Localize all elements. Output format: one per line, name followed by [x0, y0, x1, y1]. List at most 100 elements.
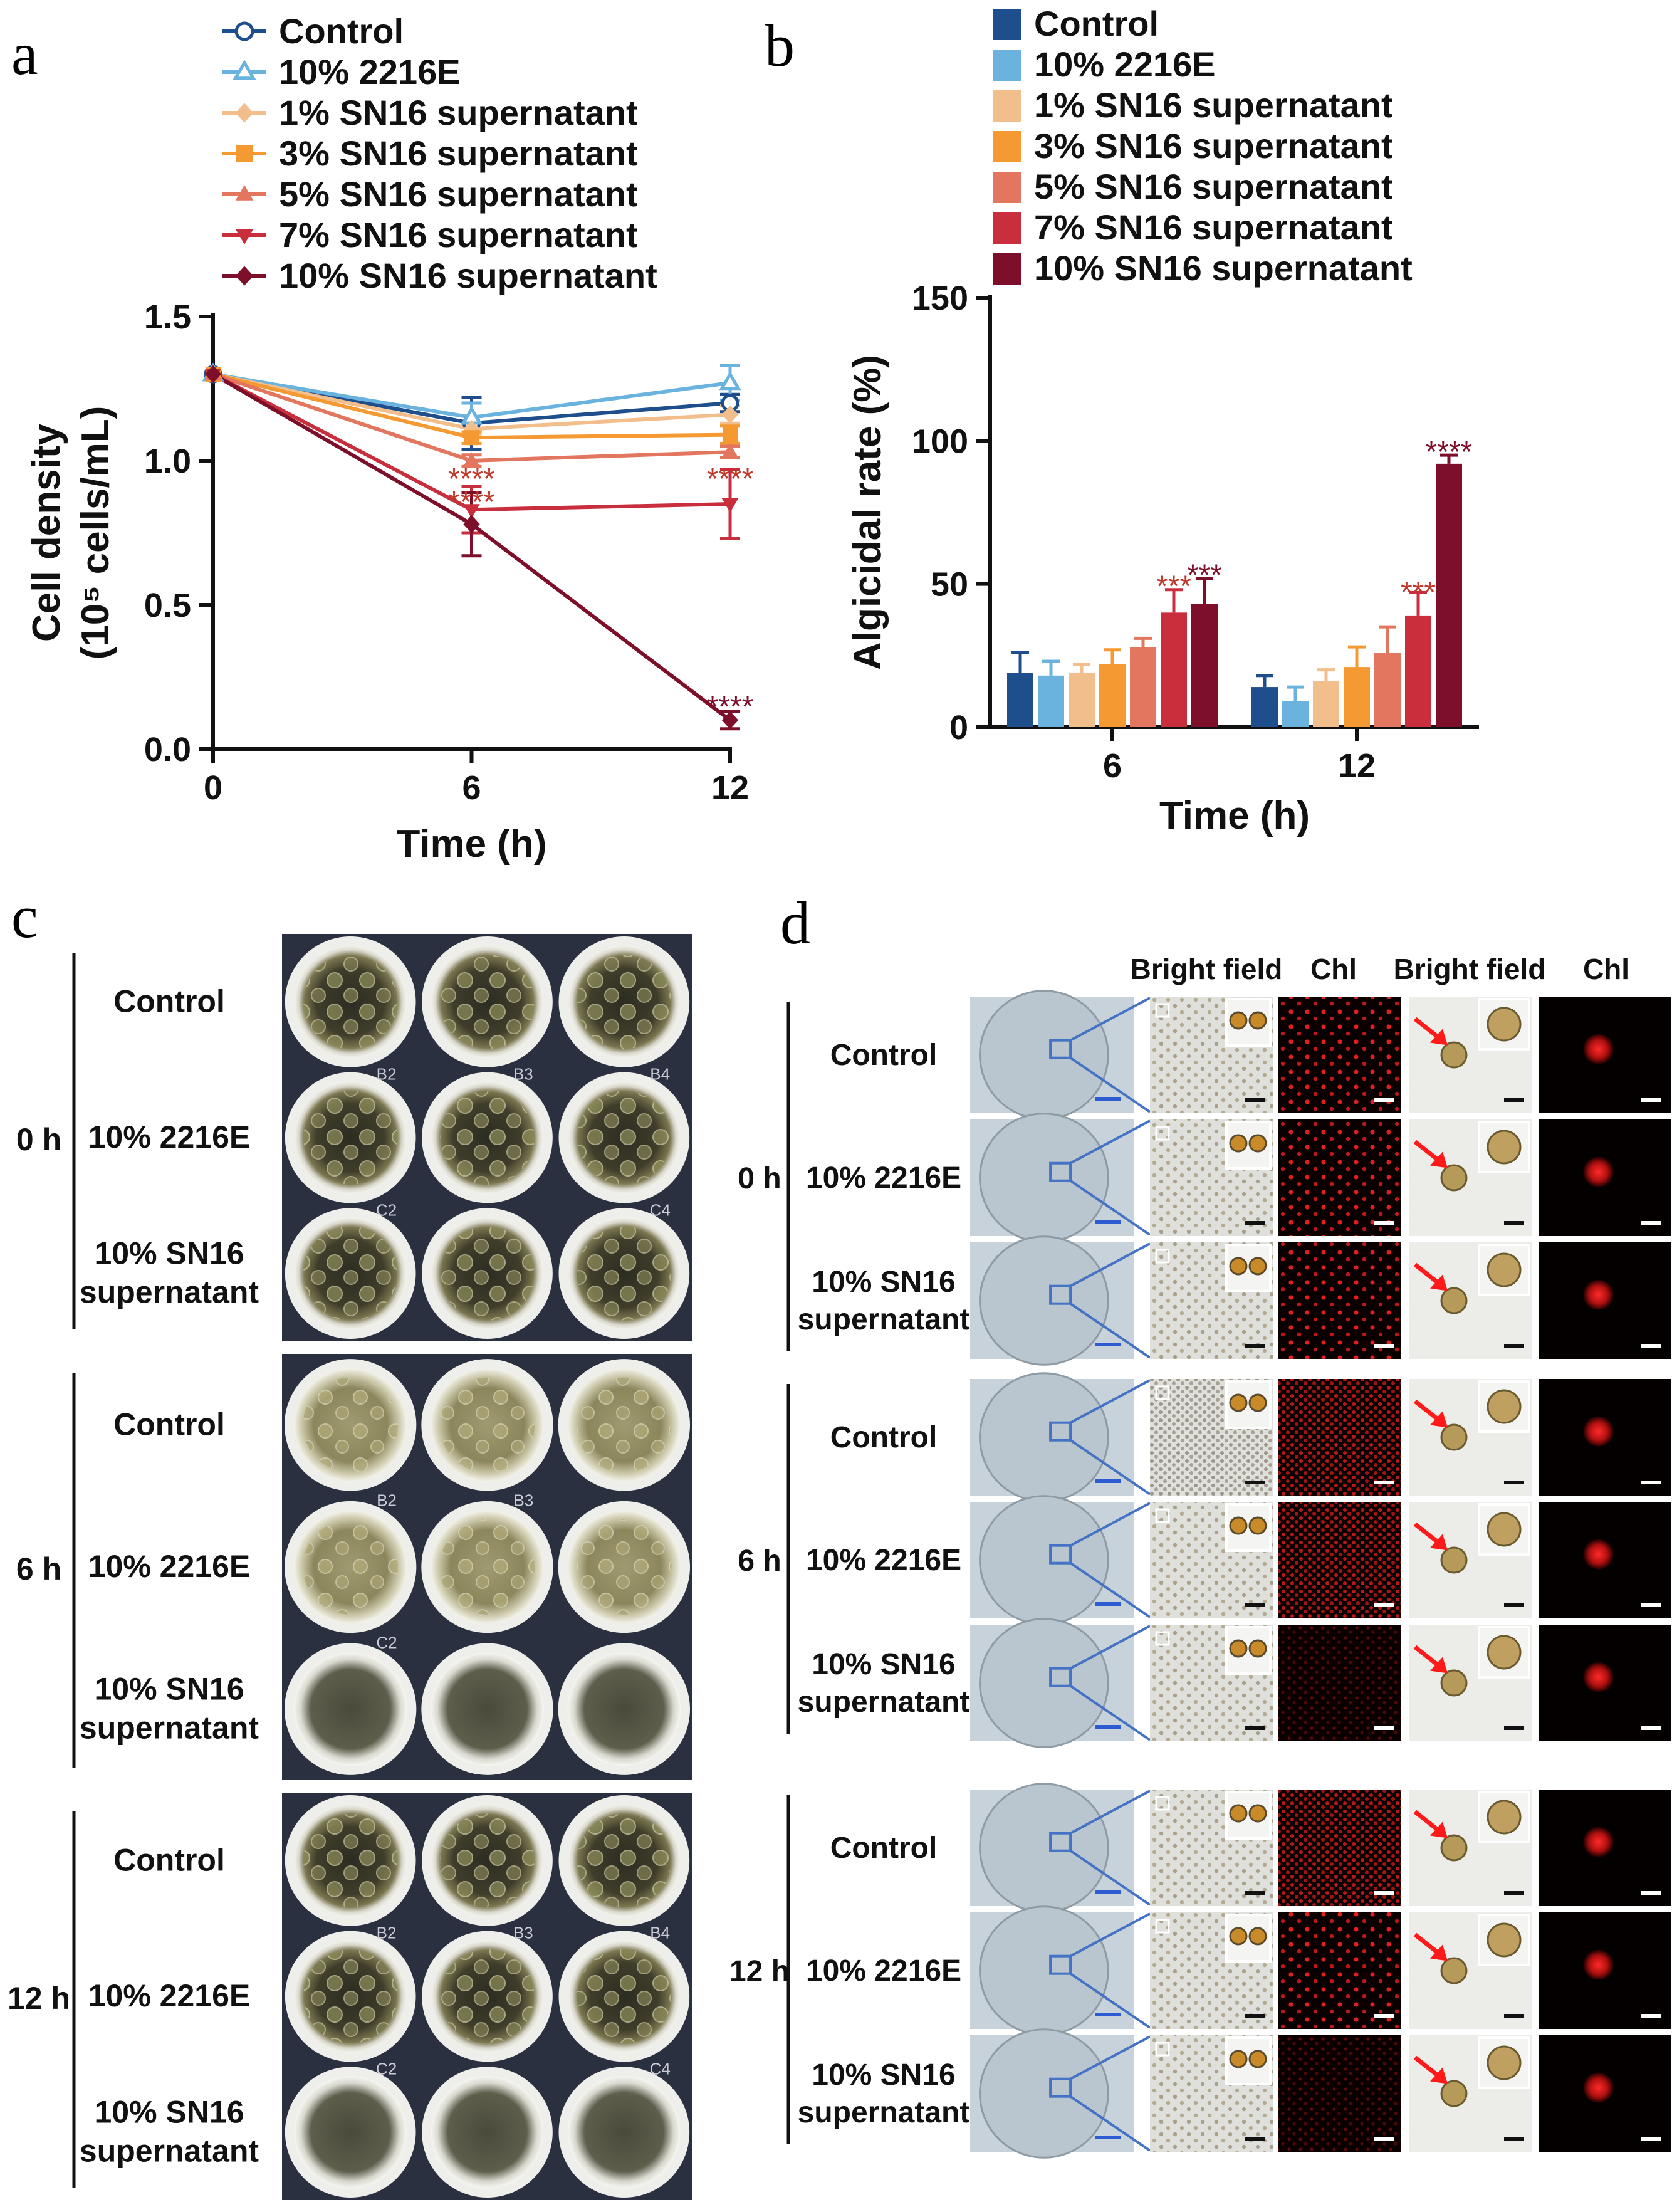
inset-cell [1248, 1393, 1267, 1412]
chl-dots [1278, 1625, 1401, 1741]
legend-b-label: 3% SN16 supernatant [1034, 126, 1393, 165]
row-label-line: 10% 2216E [806, 1544, 961, 1577]
scale-bar [1095, 2013, 1121, 2016]
zoom-line [1069, 1850, 1151, 1906]
colony [1440, 1041, 1468, 1069]
inset-colony [1487, 1007, 1522, 1042]
scale-bar [1374, 1481, 1394, 1484]
legend-b-swatch [993, 172, 1021, 203]
colony [1440, 1834, 1468, 1862]
algae-pellets [303, 1519, 398, 1615]
row-label-line: supernatant [798, 2096, 970, 2129]
significance-mark: **** [448, 463, 495, 496]
y-tick-label-a: 1.0 [144, 443, 191, 480]
inset-colony [1487, 1389, 1522, 1424]
scale-bar [1374, 2137, 1394, 2141]
row-label-line: supernatant [80, 1275, 259, 1310]
red-arrow [1413, 2055, 1441, 2078]
row-label: Control [113, 983, 225, 1019]
row-label-line: 10% 2216E [88, 1119, 251, 1155]
column-header: Bright field [1394, 953, 1546, 985]
inset-marker [1155, 2042, 1170, 2057]
bar [1130, 647, 1156, 727]
chl-dots [1278, 997, 1401, 1113]
inset-cell [1248, 1257, 1267, 1276]
column-header: Bright field [1131, 953, 1283, 985]
row-label: 10% SN16 supernatant [798, 1266, 970, 1336]
legend-a-label: 3% SN16 supernatant [279, 134, 638, 173]
row-label-line: 10% 2216E [806, 1954, 961, 1988]
row-label: 10% SN16 supernatant [80, 1236, 259, 1310]
zoom-line [1070, 997, 1151, 1042]
legend-a-marker [235, 229, 254, 244]
row-label-line: 10% SN16 [812, 1648, 955, 1681]
algae-pellets [577, 1519, 672, 1615]
data-point [464, 430, 479, 446]
red-arrowhead [1430, 1657, 1448, 1674]
scale-bar [1641, 1603, 1661, 1607]
y-axis-title-b: Algicidal rate (%) [846, 355, 889, 670]
chl-colony [1583, 1279, 1614, 1310]
y-tick-label-a: 0.0 [144, 731, 191, 768]
significance-mark: **** [707, 690, 754, 723]
data-point [721, 711, 739, 730]
inset-cell [1229, 1393, 1248, 1412]
algae-pellets [303, 1813, 398, 1908]
y-axis-title-a: Cell density (10⁵ cells/mL) [25, 406, 117, 660]
row-label: 10% 2216E [806, 1161, 961, 1195]
red-arrowhead [1430, 1534, 1448, 1551]
red-arrowhead [1430, 1029, 1448, 1046]
red-arrow [1413, 1810, 1441, 1833]
legend-b-label: 7% SN16 supernatant [1034, 207, 1393, 247]
legend-a-label: Control [279, 11, 404, 51]
algae-pellets [440, 1813, 535, 1908]
plate-group: 12 h Control 10% 2216E 10% SN16 supernatant B… [8, 1793, 692, 2200]
bar [1099, 664, 1126, 727]
scale-bar [1095, 1097, 1121, 1101]
x-tick-label-a: 12 [711, 769, 749, 807]
legend-b-swatch [993, 90, 1021, 122]
row-label: 10% 2216E [88, 1119, 251, 1155]
legend-a-marker [233, 60, 256, 80]
chl-dots [1278, 1242, 1401, 1359]
time-label: 12 h [8, 1981, 70, 2016]
data-point [204, 365, 222, 384]
y-tick-label-b: 0 [949, 709, 968, 747]
row-label-line: 10% SN16 [94, 2095, 244, 2130]
inset-colony [1487, 1512, 1522, 1547]
time-label: 12 h [729, 1955, 790, 1988]
scale-bar [1374, 1344, 1394, 1348]
zoom-box [1049, 1544, 1072, 1565]
scale-bar [1641, 2137, 1661, 2141]
chl-colony [1583, 2072, 1614, 2103]
colony [1440, 1957, 1468, 1984]
bar [1313, 681, 1339, 727]
row-label-line: Control [113, 1842, 225, 1877]
inset-colony [1487, 1252, 1522, 1287]
algae-pellets [439, 1377, 535, 1473]
well [568, 2075, 681, 2189]
row-label-line: supernatant [80, 1711, 259, 1746]
bead-outline [979, 1235, 1109, 1366]
colony [1440, 1287, 1468, 1314]
x-axis-title-a: Time (h) [397, 822, 547, 866]
inset-marker [1155, 1126, 1170, 1141]
chl-colony [1583, 1539, 1614, 1570]
inset-cell [1229, 1134, 1248, 1153]
y-axis-title-b-text: Algicidal rate (%) [846, 355, 889, 670]
row-label-line: supernatant [798, 1303, 970, 1336]
red-arrowhead [1430, 1274, 1448, 1291]
scale-bar [1641, 1481, 1661, 1484]
row-label: 10% SN16 supernatant [80, 1672, 259, 1746]
chl-dots [1278, 1790, 1401, 1906]
bar [1038, 675, 1064, 727]
micro-group: 12 h Control 10% 2216E 10% SN16 supernatant [729, 1783, 1671, 2159]
y-tick-label-a: 0.5 [144, 587, 191, 624]
scale-bar [1641, 1221, 1661, 1225]
red-arrowhead [1430, 1944, 1448, 1961]
data-point [463, 504, 480, 518]
zoom-box [1049, 1421, 1072, 1442]
well-label: C2 [376, 2059, 397, 2078]
inset-colony [1487, 1130, 1522, 1165]
